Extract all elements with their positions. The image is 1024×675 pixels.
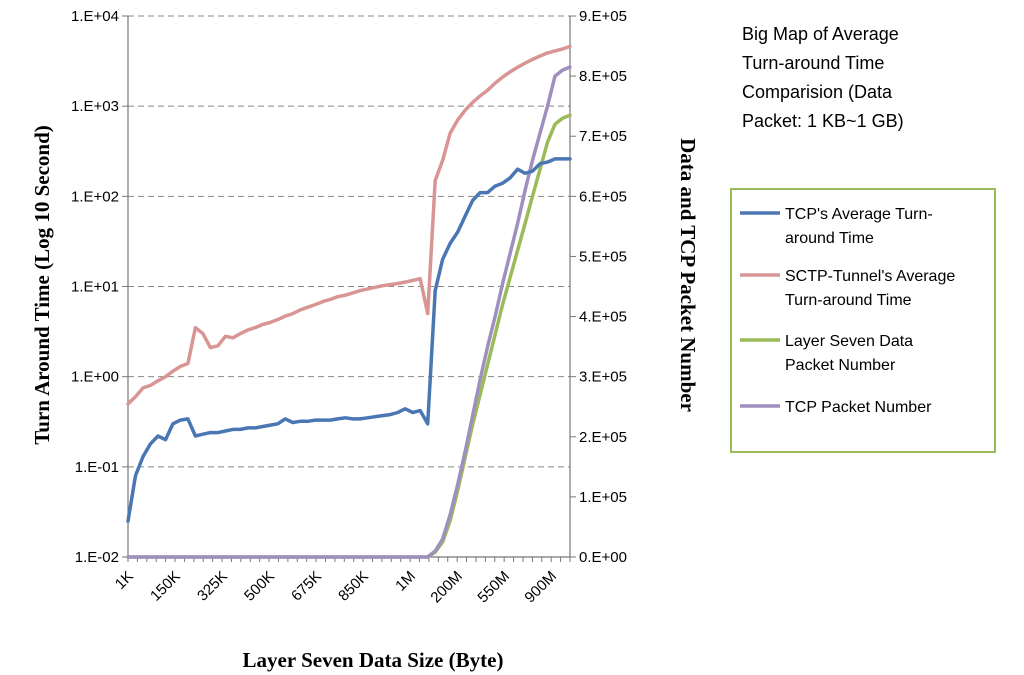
x-tick-label: 325K	[194, 568, 231, 605]
gridlines	[128, 15, 570, 468]
right-tick-label: 3.E+05	[579, 369, 627, 386]
legend-label-tcp-turnaround-2: around Time	[785, 230, 874, 247]
x-tick-label: 500K	[241, 568, 278, 605]
legend-label-layer-seven-packets-1: Layer Seven Data	[785, 333, 913, 350]
legend-box	[730, 188, 996, 453]
right-tick-label: 6.E+05	[579, 188, 627, 205]
title-line-3: Comparision (Data	[742, 82, 893, 102]
x-axis-label: Layer Seven Data Size (Byte)	[243, 648, 504, 672]
left-tick-label: 1.E+01	[71, 279, 119, 296]
y-axis-left-label: Turn Around Time (Log 10 Second)	[30, 125, 54, 445]
right-tick-label: 4.E+05	[579, 309, 627, 326]
x-tick-label: 1M	[392, 568, 419, 595]
series-line-1	[126, 44, 572, 406]
legend-label-tcp-turnaround-1: TCP's Average Turn-	[785, 206, 933, 223]
left-axis-ticks: 1.E-02 1.E-01 1.E+00 1.E+01 1.E+02 1.E+03 1.E+…	[71, 8, 128, 566]
right-tick-label: 0.E+00	[579, 549, 627, 566]
legend-label-sctp-turnaround-2: Turn-around Time	[785, 292, 912, 309]
title-line-4: Packet: 1 KB~1 GB)	[742, 111, 904, 131]
chart-title: Big Map of Average Turn-around Time Comp…	[742, 24, 904, 131]
y-axis-right-label: Data and TCP Packet Number	[676, 138, 700, 412]
x-tick-label: 900M	[521, 568, 560, 607]
x-tick-label: 150K	[147, 568, 184, 605]
title-line-2: Turn-around Time	[742, 53, 884, 73]
series-line-0	[126, 157, 572, 523]
title-line-1: Big Map of Average	[742, 24, 899, 44]
legend-label-layer-seven-packets-2: Packet Number	[785, 357, 896, 374]
left-tick-label: 1.E+04	[71, 8, 119, 25]
x-tick-label: 550M	[474, 568, 513, 607]
left-tick-label: 1.E-01	[75, 459, 119, 476]
right-axis-ticks: 0.E+00 1.E+05 2.E+05 3.E+05 4.E+05 5.E+05 6.E+…	[570, 8, 627, 566]
right-tick-label: 7.E+05	[579, 128, 627, 145]
legend-label-sctp-turnaround-1: SCTP-Tunnel's Average	[785, 268, 955, 285]
left-tick-label: 1.E-02	[75, 549, 119, 566]
legend-label-tcp-packets: TCP Packet Number	[785, 399, 932, 416]
left-tick-label: 1.E+00	[71, 369, 119, 386]
x-axis-ticks: 1K 150K 325K 500K 675K 850K 1M 200M 550M 900M	[112, 557, 571, 607]
right-tick-label: 9.E+05	[579, 8, 627, 25]
series-lines	[126, 44, 572, 559]
left-tick-label: 1.E+03	[71, 98, 119, 115]
right-tick-label: 5.E+05	[579, 248, 627, 265]
x-tick-label: 1K	[112, 568, 137, 593]
right-tick-label: 2.E+05	[579, 429, 627, 446]
right-tick-label: 8.E+05	[579, 68, 627, 85]
x-tick-label: 675K	[288, 568, 325, 605]
left-tick-label: 1.E+02	[71, 188, 119, 205]
right-tick-label: 1.E+05	[579, 489, 627, 506]
x-tick-label: 200M	[427, 568, 466, 607]
legend: TCP's Average Turn- around Time SCTP-Tun…	[730, 188, 996, 453]
series-line-3	[126, 65, 572, 559]
x-tick-label: 850K	[335, 568, 372, 605]
